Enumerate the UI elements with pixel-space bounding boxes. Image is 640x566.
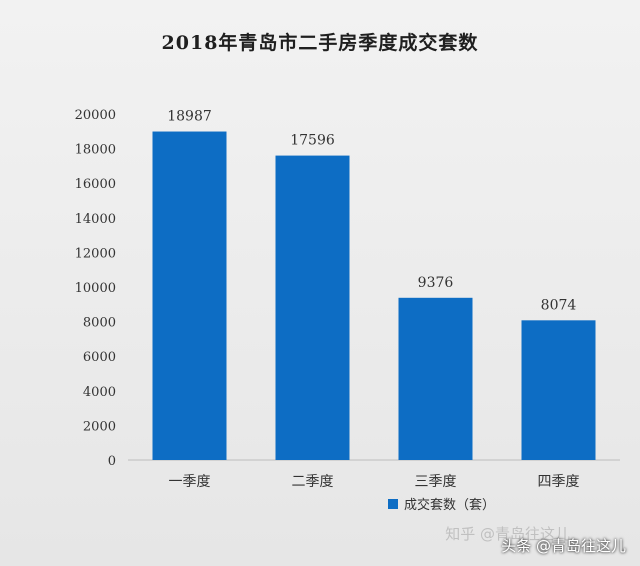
data-label: 18987 [167,109,212,125]
data-label: 8074 [541,297,577,313]
x-tick-label: 三季度 [415,474,457,490]
axis-layer: 0 2000 4000 6000 8000 10000 12000 14000 16000 180… [75,108,620,490]
y-tick-label: 8000 [83,316,116,331]
y-tick-label: 0 [108,454,116,469]
watermark: 头条 @青岛往这儿 [501,537,626,555]
y-tick-label: 12000 [75,246,116,261]
y-tick-label: 2000 [83,419,116,434]
bar [521,320,596,460]
y-tick-label: 6000 [83,350,116,365]
legend-swatch [388,499,398,509]
y-tick-label: 20000 [75,108,116,123]
y-tick-label: 10000 [75,281,116,296]
x-tick-label: 二季度 [292,474,334,490]
bar [275,155,350,460]
y-tick-label: 4000 [83,385,116,400]
y-tick-label: 16000 [75,177,116,192]
y-tick-label: 14000 [75,212,116,227]
data-label-layer: 18987 17596 9376 8074 [167,109,576,314]
bar [398,297,473,460]
data-label: 17596 [290,133,335,149]
data-label: 9376 [418,275,454,291]
y-tick-label: 18000 [75,143,116,158]
chart-title: 2018年青岛市二手房季度成交套数 [161,32,479,54]
x-tick-label: 一季度 [169,474,211,490]
bar [152,131,227,460]
bar-layer [152,131,596,460]
legend: 成交套数（套） [388,497,495,513]
x-tick-label: 四季度 [538,474,580,490]
legend-label: 成交套数（套） [404,497,495,513]
watermark-faint: 知乎 @青岛往这儿 [445,525,570,543]
